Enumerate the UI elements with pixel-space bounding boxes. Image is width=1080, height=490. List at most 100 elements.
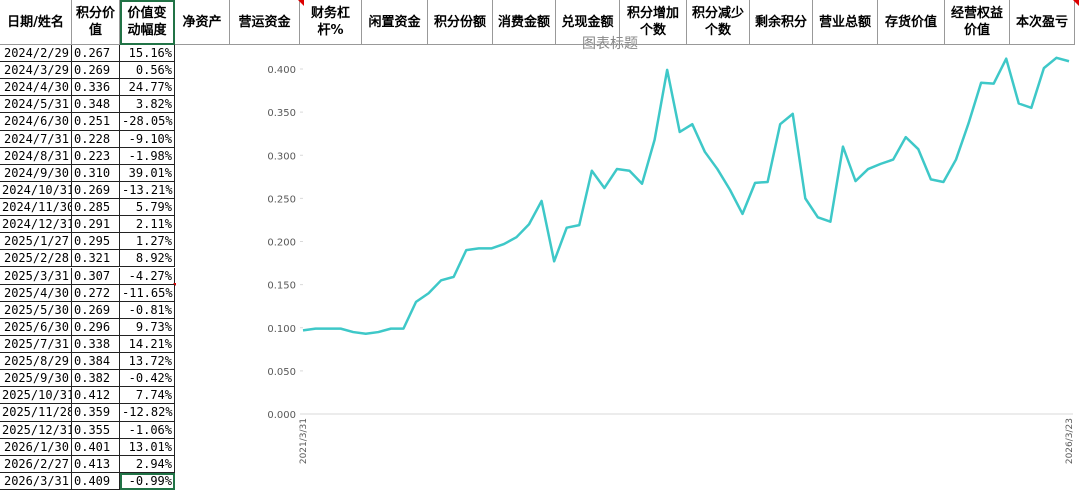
y-tick-label: 0.200 [267,238,296,249]
header-cell[interactable]: 兑现金额 [556,0,620,45]
data-cell[interactable]: 2026/1/30 [0,438,72,456]
header-cell[interactable]: 存货价值 [878,0,945,45]
data-cell[interactable]: 2025/1/27 [0,233,72,251]
data-cell[interactable]: 2.94% [120,455,175,473]
data-cell[interactable]: 2025/3/31 [0,267,72,285]
data-cell[interactable]: 0.384 [72,353,120,371]
data-cell[interactable]: 2024/6/30 [0,113,72,131]
data-cell[interactable]: 2024/12/31 [0,216,72,234]
data-cell[interactable]: 0.348 [72,96,120,114]
data-cell[interactable]: -28.05% [120,113,175,131]
data-cell[interactable]: 0.228 [72,130,120,148]
header-cell[interactable]: 积分增加个数 [620,0,687,45]
data-cell[interactable]: 0.321 [72,250,120,268]
data-cell[interactable]: 3.82% [120,96,175,114]
data-cell[interactable]: 2024/5/31 [0,96,72,114]
data-cell[interactable]: 0.412 [72,387,120,405]
data-cell[interactable]: 0.56% [120,62,175,80]
header-cell[interactable]: 净资产 [175,0,230,45]
data-cell[interactable]: 0.269 [72,62,120,80]
data-cell[interactable]: 2.11% [120,216,175,234]
data-cell[interactable]: 0.269 [72,181,120,200]
data-cell[interactable]: 0.296 [72,318,120,336]
data-cell[interactable]: -0.81% [120,301,175,319]
data-cell[interactable]: 8.92% [120,250,175,268]
header-cell[interactable]: 营运资金 [230,0,300,45]
header-cell[interactable]: 财务杠杆% [300,0,362,45]
header-cell[interactable]: 经营权益价值 [945,0,1010,45]
data-cell[interactable]: 2025/2/28 [0,250,72,268]
data-cell[interactable]: 13.72% [120,353,175,371]
data-cell[interactable]: 2025/5/30 [0,301,72,319]
data-cell[interactable]: -0.99% [120,472,175,490]
data-cell[interactable]: 2025/9/30 [0,370,72,388]
data-cell[interactable]: 0.269 [72,301,120,319]
data-cell[interactable]: 0.223 [72,147,120,165]
header-cell[interactable]: 价值变动幅度 [120,0,175,45]
data-cell[interactable]: 2025/10/31 [0,387,72,405]
data-cell[interactable]: 2024/10/31 [0,181,72,200]
data-cell[interactable]: 0.251 [72,113,120,131]
data-cell[interactable]: 2024/9/30 [0,164,72,182]
chart-title: 图表标题 [582,36,638,52]
data-cell[interactable]: -9.10% [120,130,175,148]
data-cell[interactable]: 2026/2/27 [0,455,72,473]
data-cell[interactable]: 2026/3/31 [0,472,72,490]
data-cell[interactable]: 0.409 [72,472,120,490]
data-cell[interactable]: 7.74% [120,387,175,405]
header-cell[interactable]: 积分减少个数 [687,0,750,45]
data-cell[interactable]: 2025/8/29 [0,353,72,371]
data-cell[interactable]: 13.01% [120,438,175,456]
data-cell[interactable]: 0.285 [72,199,120,217]
data-cell[interactable]: -1.98% [120,147,175,165]
data-cell[interactable]: 0.338 [72,335,120,354]
data-cell[interactable]: 24.77% [120,79,175,97]
data-cell[interactable]: -0.42% [120,370,175,388]
data-cell[interactable]: 2024/3/29 [0,62,72,80]
data-cell[interactable]: 2024/8/31 [0,147,72,165]
data-cell[interactable]: 2025/12/31 [0,421,72,439]
data-cell[interactable]: -13.21% [120,181,175,200]
data-cell[interactable]: -4.27% [120,267,175,285]
data-cell[interactable]: 15.16% [120,45,175,63]
data-cell[interactable]: 1.27% [120,233,175,251]
data-cell[interactable]: 0.359 [72,404,120,422]
data-cell[interactable]: 5.79% [120,199,175,217]
x-tick-label: 2026/3/23 [1065,418,1075,464]
data-cell[interactable]: 2024/7/31 [0,130,72,148]
data-cell[interactable]: 0.295 [72,233,120,251]
data-cell[interactable]: 0.291 [72,216,120,234]
header-cell[interactable]: 本次盈亏 [1010,0,1075,45]
data-cell[interactable]: 0.267 [72,45,120,63]
line-series [302,56,1070,336]
data-cell[interactable]: 0.272 [72,284,120,302]
header-cell[interactable]: 消费金额 [493,0,556,45]
data-cell[interactable]: 2025/7/31 [0,335,72,354]
data-cell[interactable]: 0.401 [72,438,120,456]
data-cell[interactable]: 2025/11/28 [0,404,72,422]
data-cell[interactable]: -12.82% [120,404,175,422]
data-cell[interactable]: 0.382 [72,370,120,388]
data-cell[interactable]: -1.06% [120,421,175,439]
header-cell[interactable]: 积分份额 [428,0,493,45]
data-cell[interactable]: 2024/2/29 [0,45,72,63]
header-cell[interactable]: 剩余积分 [750,0,813,45]
data-cell[interactable]: 2025/6/30 [0,318,72,336]
data-cell[interactable]: 2025/4/30 [0,284,72,302]
data-cell[interactable]: 14.21% [120,335,175,354]
header-cell[interactable]: 日期/姓名 [0,0,72,45]
data-cell[interactable]: -11.65% [120,284,175,302]
data-cell[interactable]: 2024/4/30 [0,79,72,97]
data-cell[interactable]: 9.73% [120,318,175,336]
header-cell[interactable]: 闲置资金 [362,0,428,45]
data-cell[interactable]: 2024/11/30 [0,199,72,217]
header-cell[interactable]: 营业总额 [813,0,878,45]
data-cell[interactable]: 39.01% [120,164,175,182]
data-cell[interactable]: 0.310 [72,164,120,182]
data-cell[interactable]: 0.355 [72,421,120,439]
data-cell[interactable]: 0.413 [72,455,120,473]
data-cell[interactable]: 0.336 [72,79,120,97]
header-cell[interactable]: 积分价值 [72,0,120,45]
data-cell[interactable]: 0.307 [72,267,120,285]
